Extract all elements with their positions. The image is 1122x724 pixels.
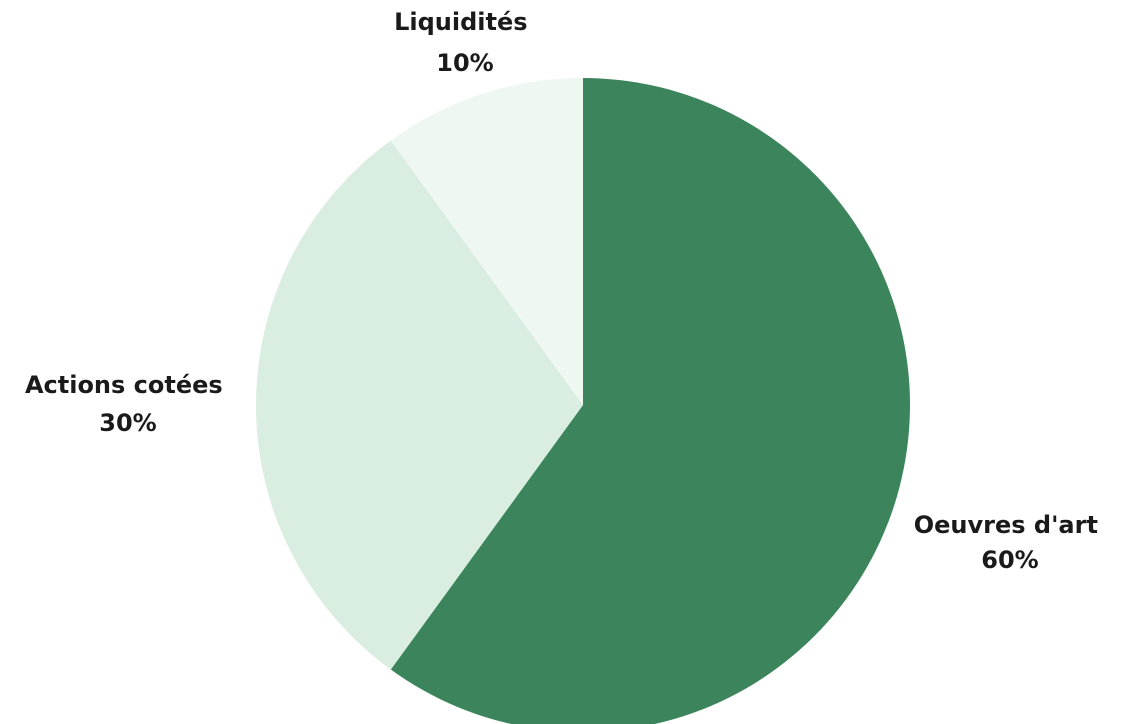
slice-label-liquidites: Liquidités 10%: [394, 8, 536, 77]
pie-labels: Oeuvres d'art 60% Actions cotées 30% Liq…: [25, 8, 1107, 574]
pie-slice-oeuvres-d-art: [390, 78, 910, 724]
pie-slice-actions-cotees: [255, 140, 583, 670]
slice-label-oeuvres-dart: Oeuvres d'art 60%: [914, 511, 1107, 574]
pie-slice-liquidites: [390, 78, 583, 405]
slice-label-actions-cotees: Actions cotées 30%: [25, 371, 231, 437]
pie-slices: [255, 78, 910, 724]
